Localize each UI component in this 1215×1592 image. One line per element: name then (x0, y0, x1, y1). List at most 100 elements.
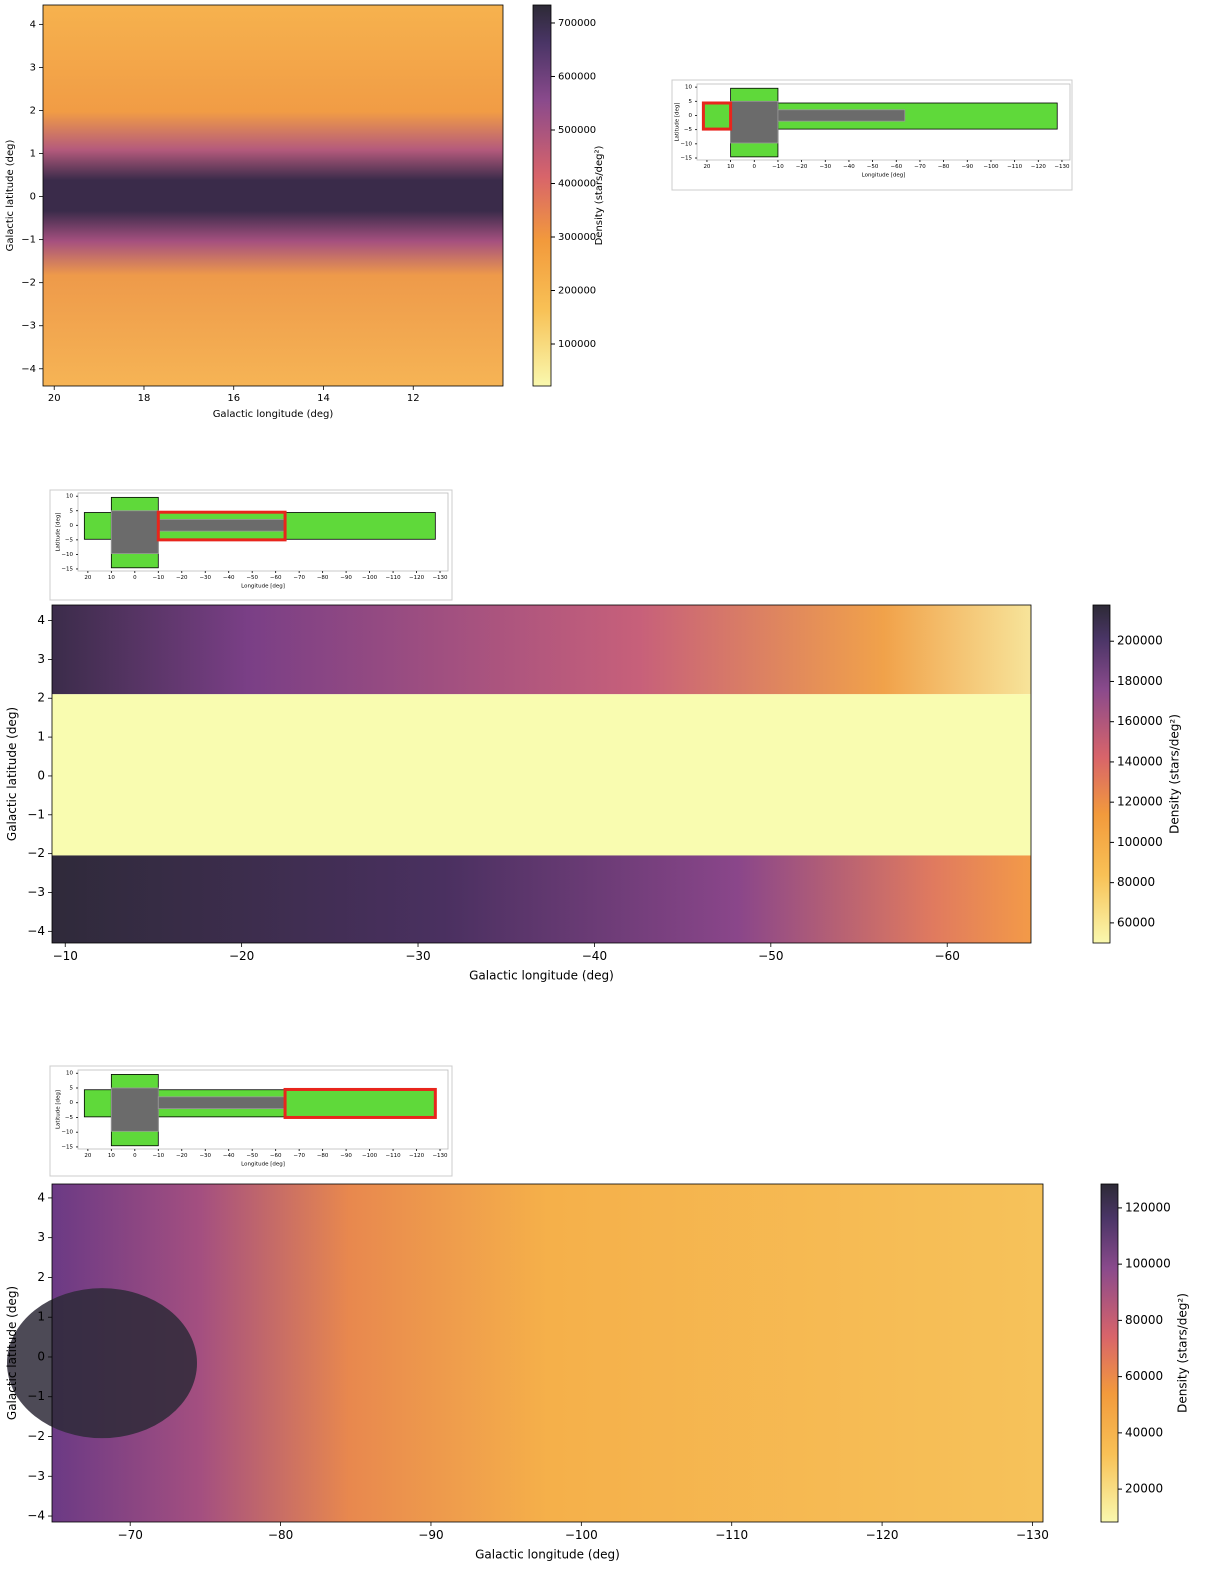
density-map (52, 855, 1031, 943)
density-map (52, 605, 1031, 695)
colorbar-tick-label: 120000 (1117, 795, 1163, 809)
x-tick-label: −10 (152, 575, 164, 581)
x-tick-label: −120 (866, 1528, 899, 1542)
x-tick-label: −40 (223, 1153, 235, 1159)
y-tick-label: −3 (27, 1469, 45, 1483)
colorbar-tick-label: 600000 (558, 71, 596, 82)
y-tick-label: −4 (27, 1509, 45, 1523)
region (777, 109, 906, 122)
x-tick-label: −50 (246, 575, 258, 581)
y-tick-label: −10 (61, 552, 73, 558)
x-tick-label: 16 (227, 393, 240, 404)
y-tick-label: 0 (30, 192, 36, 203)
y-tick-label: 3 (37, 652, 45, 666)
region (157, 519, 285, 532)
x-tick-label: −50 (758, 949, 783, 963)
y-tick-label: 0 (37, 1349, 45, 1363)
x-axis-label: Longitude [deg] (241, 1162, 285, 1168)
x-axis-label: Galactic longitude (deg) (475, 1547, 620, 1561)
y-tick-label: −4 (27, 924, 45, 938)
density-map (52, 694, 1031, 856)
x-tick-label: 20 (48, 393, 61, 404)
x-tick-label: 20 (84, 575, 91, 581)
region (110, 1087, 159, 1132)
y-tick-label: 0 (70, 1100, 74, 1106)
colorbar-tick-label: 500000 (558, 125, 596, 136)
x-tick-label: −110 (386, 1153, 402, 1159)
x-tick-label: −90 (340, 1153, 352, 1159)
x-tick-label: −30 (199, 575, 211, 581)
y-tick-label: −2 (27, 1429, 45, 1443)
colorbar (1092, 604, 1111, 944)
x-axis-label: Longitude [deg] (862, 173, 906, 179)
colorbar-tick-label: 100000 (1117, 835, 1163, 849)
x-tick-label: −80 (938, 164, 950, 170)
highlight-box (701, 101, 733, 131)
density-map (43, 5, 503, 386)
y-tick-label: 5 (689, 99, 693, 105)
y-tick-label: −10 (61, 1130, 73, 1136)
colorbar-tick-label: 160000 (1117, 714, 1163, 728)
y-axis-label: Latitude [deg] (675, 102, 681, 141)
x-tick-label: −130 (1054, 164, 1070, 170)
y-tick-label: 0 (689, 113, 693, 119)
y-tick-label: 5 (70, 1085, 74, 1091)
x-tick-label: −80 (317, 575, 329, 581)
x-tick-label: −100 (362, 1153, 378, 1159)
colorbar-tick-label: 300000 (558, 232, 596, 243)
colorbar-tick-label: 200000 (558, 285, 596, 296)
x-tick-label: 10 (108, 1153, 115, 1159)
x-tick-label: −30 (199, 1153, 211, 1159)
x-tick-label: −130 (432, 575, 448, 581)
x-tick-label: −100 (565, 1528, 598, 1542)
x-tick-label: −120 (1031, 164, 1047, 170)
y-axis-label: Galactic latitude (deg) (5, 139, 16, 251)
region (157, 1096, 285, 1110)
y-axis-label: Latitude [deg] (56, 512, 62, 551)
x-tick-label: −60 (270, 575, 282, 581)
x-tick-label: −90 (340, 575, 352, 581)
x-tick-label: −100 (983, 164, 999, 170)
colorbar-tick-label: 200000 (1117, 634, 1163, 648)
colorbar-tick-label: 100000 (1125, 1257, 1171, 1271)
y-axis-label: Galactic latitude (deg) (5, 1286, 19, 1420)
y-tick-label: 4 (37, 613, 45, 627)
colorbar-tick-label: 80000 (1117, 875, 1155, 889)
x-tick-label: −130 (1016, 1528, 1049, 1542)
y-tick-label: −10 (680, 141, 692, 147)
x-tick-label: −110 (386, 575, 402, 581)
x-tick-label: −120 (409, 1153, 425, 1159)
plot-frame (42, 4, 504, 387)
density-map (52, 1184, 1043, 1522)
x-tick-label: 20 (703, 164, 710, 170)
colorbar-tick-label: 60000 (1125, 1369, 1163, 1383)
x-tick-label: −90 (418, 1528, 443, 1542)
y-tick-label: 2 (37, 1270, 45, 1284)
x-tick-label: −60 (890, 164, 902, 170)
y-tick-label: −5 (684, 127, 693, 133)
x-tick-label: −110 (715, 1528, 748, 1542)
y-tick-label: 2 (37, 691, 45, 705)
x-tick-label: −60 (270, 1153, 282, 1159)
y-tick-label: −15 (61, 566, 73, 572)
x-tick-label: −90 (961, 164, 973, 170)
y-tick-label: 0 (70, 523, 74, 529)
x-tick-label: −40 (223, 575, 235, 581)
x-tick-label: −80 (268, 1528, 293, 1542)
region (110, 510, 159, 554)
colorbar (532, 4, 552, 387)
x-tick-label: 14 (317, 393, 330, 404)
density-map (7, 1288, 197, 1439)
x-axis-label: Longitude [deg] (241, 584, 285, 590)
x-tick-label: 18 (138, 393, 151, 404)
y-tick-label: 4 (37, 1190, 45, 1204)
x-tick-label: −20 (229, 949, 254, 963)
x-tick-label: −70 (293, 1153, 305, 1159)
y-tick-label: 3 (37, 1230, 45, 1244)
colorbar-tick-label: 140000 (1117, 754, 1163, 768)
x-tick-label: −80 (317, 1153, 329, 1159)
x-tick-label: −100 (362, 575, 378, 581)
x-tick-label: −110 (1007, 164, 1023, 170)
y-tick-label: −2 (27, 846, 45, 860)
